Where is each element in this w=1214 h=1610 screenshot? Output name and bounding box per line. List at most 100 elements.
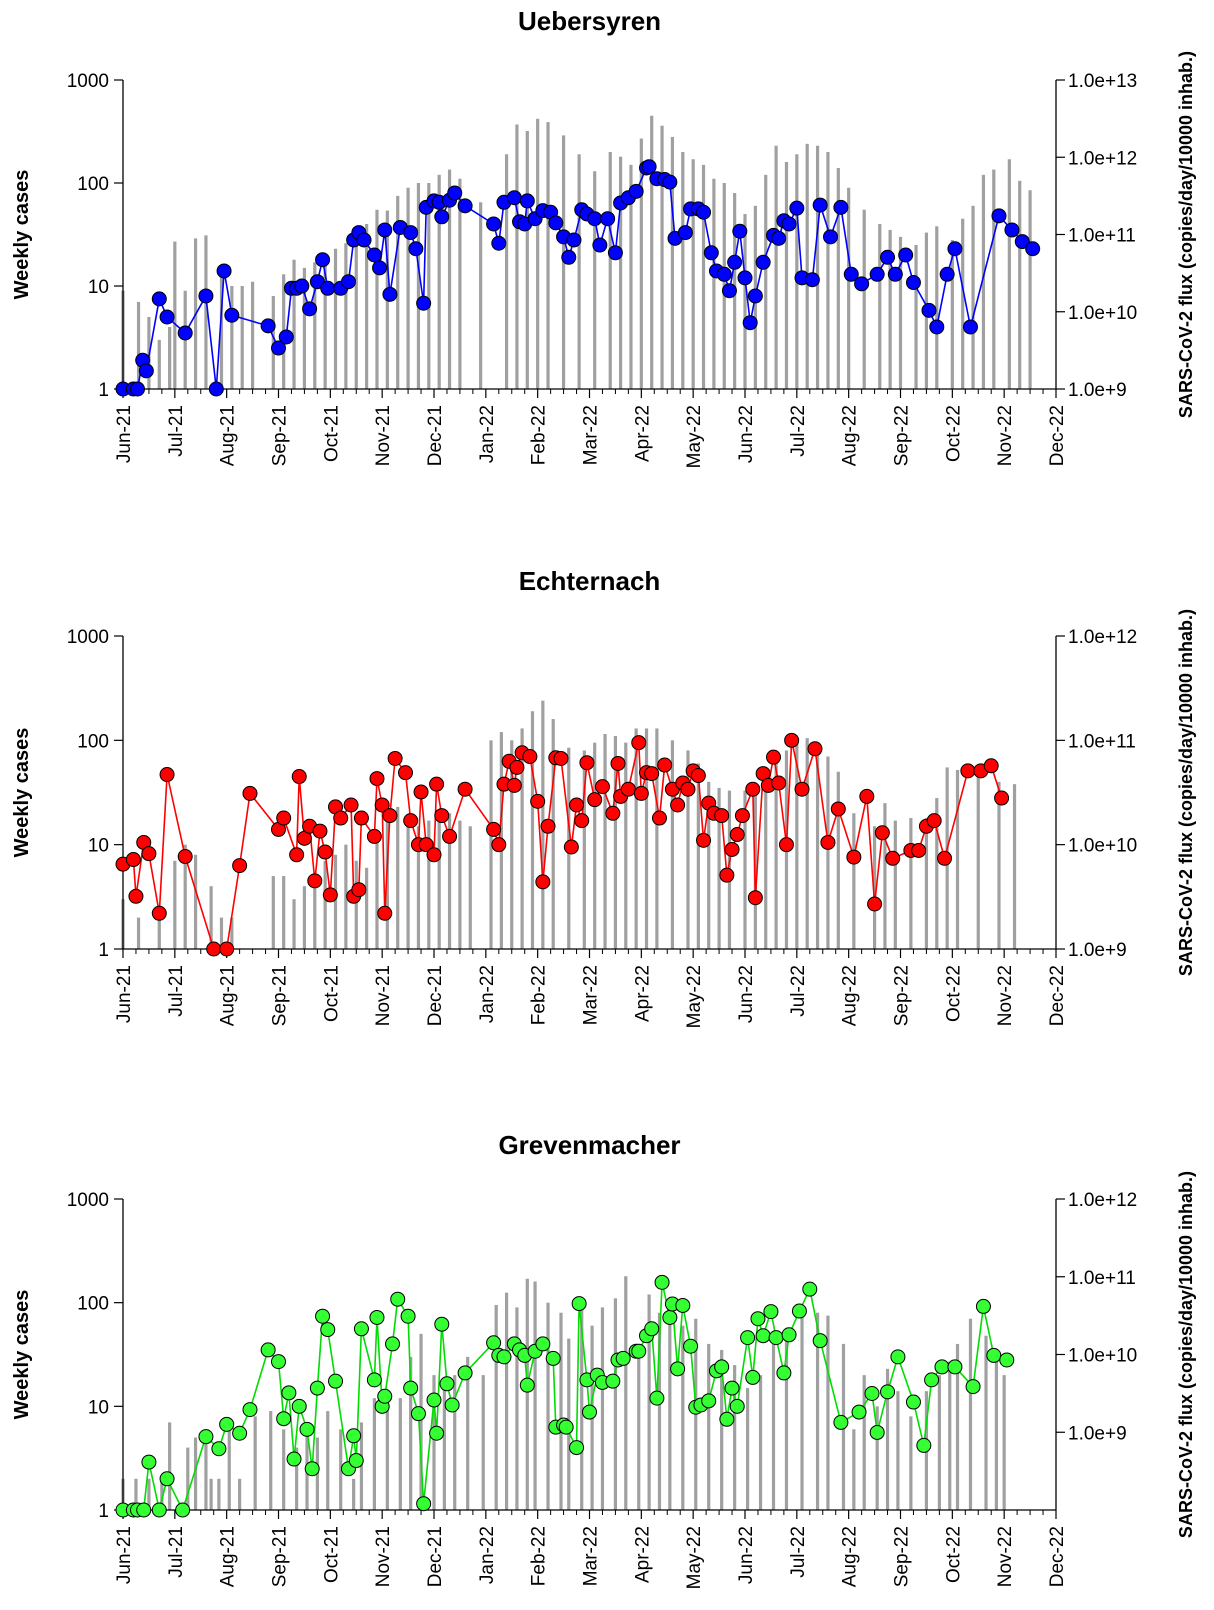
data-point (745, 1369, 761, 1385)
data-point (690, 768, 706, 784)
data-point (372, 260, 388, 276)
bar (629, 164, 633, 389)
data-point (605, 1373, 621, 1389)
bar (707, 1343, 711, 1510)
data-point (633, 785, 649, 801)
bar (551, 719, 555, 949)
bar (157, 339, 161, 389)
x-tick-label: Jan-22 (477, 965, 498, 1023)
data-point (1014, 234, 1030, 250)
data-point (994, 790, 1010, 806)
x-tick-label: Jul-22 (788, 1526, 809, 1578)
data-point (141, 1454, 157, 1470)
bar (847, 187, 851, 389)
data-point (540, 818, 556, 834)
data-point (898, 247, 914, 263)
data-point (771, 230, 787, 246)
data-point (159, 309, 175, 325)
bar (935, 798, 939, 949)
data-point (519, 1377, 535, 1393)
x-tick-label: Sep-21 (270, 1526, 291, 1587)
x-tick-label: Dec-21 (425, 405, 446, 466)
x-tick-label: Oct-21 (321, 405, 342, 462)
bar (862, 209, 866, 389)
y2-tick-label: 1.0e+13 (1068, 71, 1137, 92)
data-point (880, 249, 896, 265)
bar (950, 239, 954, 389)
bar (396, 195, 400, 389)
data-point (151, 905, 167, 921)
bar (764, 771, 768, 949)
data-point (309, 1380, 325, 1396)
bar (686, 750, 690, 949)
data-point (983, 758, 999, 774)
bar (442, 1385, 446, 1510)
bar (815, 1312, 820, 1510)
data-point (299, 1421, 315, 1437)
bar (637, 1343, 641, 1510)
data-point (582, 1404, 597, 1420)
bar (372, 1398, 376, 1510)
bar (530, 711, 535, 949)
bar (416, 183, 421, 389)
bar (365, 223, 369, 389)
bar (745, 1388, 750, 1510)
bar (302, 886, 307, 949)
bar (852, 813, 856, 949)
data-point (486, 1335, 502, 1351)
bar (1018, 180, 1022, 389)
data-point (315, 252, 331, 268)
bar (707, 781, 711, 949)
x-tick-label: Nov-22 (995, 1526, 1016, 1587)
y-axis-label: Weekly cases (11, 1290, 33, 1420)
x-tick-label: Nov-22 (995, 405, 1016, 466)
bar (385, 813, 389, 949)
data-point (592, 237, 608, 253)
data-point (962, 319, 978, 335)
bar (800, 1304, 804, 1510)
y-tick-label: 100 (77, 731, 109, 752)
bar (852, 1429, 856, 1510)
data-point (804, 272, 820, 288)
data-point (403, 225, 419, 241)
y-tick-label: 10 (88, 1397, 109, 1418)
data-point (833, 199, 849, 215)
data-point (830, 801, 846, 817)
data-point (890, 1349, 906, 1365)
data-point (242, 785, 258, 801)
y2-tick-label: 1.0e+9 (1068, 940, 1127, 961)
data-point (885, 850, 901, 866)
bar (743, 790, 747, 949)
chart-panel-grevenmacher: Grevenmacher 1 10 100 1000 1.0e+9 1.0e+10 1.0e+… (11, 1130, 1196, 1589)
data-point (561, 249, 577, 265)
bar (396, 806, 400, 949)
data-point (340, 274, 356, 290)
x-tick-label: Oct-21 (321, 965, 342, 1022)
data-point (260, 1342, 276, 1358)
x-tick-label: Feb-22 (529, 1526, 550, 1586)
bar (504, 154, 509, 389)
bar (136, 301, 141, 389)
data-point (553, 750, 569, 766)
data-point (776, 1365, 792, 1381)
bar (134, 1478, 138, 1510)
data-point (864, 1385, 880, 1401)
data-point (281, 1385, 297, 1401)
x-tick-label: Sep-22 (892, 965, 913, 1026)
y2-tick-label: 1.0e+11 (1068, 1268, 1136, 1289)
x-tick-label: Mar-22 (581, 1526, 602, 1586)
data-point (491, 235, 507, 251)
data-point (291, 1398, 307, 1414)
data-point (486, 216, 502, 232)
data-point (136, 1502, 152, 1518)
x-tick-label: Jun-22 (736, 405, 757, 463)
x-tick-label: Aug-21 (218, 965, 239, 1026)
y-tick-label: 1 (98, 1501, 109, 1522)
data-point (703, 245, 719, 261)
bar (994, 1356, 998, 1510)
bar (432, 1375, 436, 1510)
x-tick-label: Jul-21 (166, 965, 187, 1017)
bar (935, 226, 939, 389)
data-point (729, 827, 745, 843)
data-point (271, 340, 286, 356)
